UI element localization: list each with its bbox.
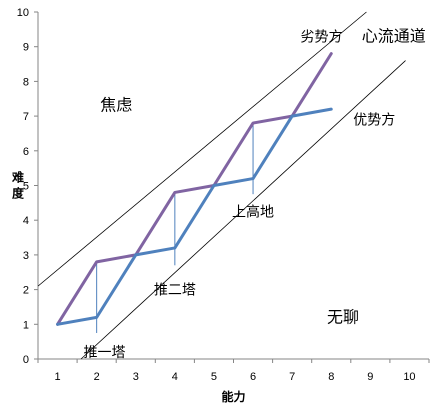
flow-channel-boundaries <box>37 11 406 360</box>
annotation-label: 推一塔 <box>83 344 125 360</box>
x-tick-label: 1 <box>54 371 60 383</box>
x-tick-label: 2 <box>94 371 100 383</box>
y-tick-label: 2 <box>23 285 29 297</box>
y-axis-title-char: 难 <box>11 170 24 185</box>
x-tick-label: 4 <box>172 371 178 383</box>
annotation-label: 无聊 <box>327 308 359 326</box>
y-axis-title: 难度 <box>11 170 25 201</box>
y-tick-label: 1 <box>23 319 29 331</box>
series-line-2 <box>56 107 333 326</box>
x-tick-label: 8 <box>328 371 334 383</box>
series-group <box>56 52 333 326</box>
y-tick-label: 6 <box>23 146 29 158</box>
y-axis-title-char: 度 <box>12 186 25 201</box>
y-tick-label: 8 <box>23 76 29 88</box>
x-tick-label: 3 <box>133 371 139 383</box>
connector-lines <box>96 123 254 333</box>
lower-boundary-line <box>80 60 406 360</box>
y-tick-label: 9 <box>23 42 29 54</box>
annotation-label: 上高地 <box>232 204 274 220</box>
y-tick-label: 5 <box>23 181 29 193</box>
y-axis-ticks: 0 1 2 3 4 5 6 7 8 9 10 <box>17 7 38 366</box>
x-tick-label: 5 <box>211 371 217 383</box>
y-tick-label: 7 <box>23 111 29 123</box>
annotation-label: 优势方 <box>353 112 395 128</box>
series-line-1 <box>56 52 333 326</box>
annotation-label: 焦虑 <box>100 97 132 115</box>
x-tick-label: 6 <box>250 371 256 383</box>
y-tick-label: 3 <box>23 250 29 262</box>
x-tick-label: 10 <box>403 371 415 383</box>
x-axis-title: 能力 <box>221 389 245 404</box>
y-tick-label: 0 <box>23 354 29 366</box>
annotation-label: 心流通道 <box>362 27 426 45</box>
y-tick-label: 10 <box>17 7 29 19</box>
annotation-label: 推二塔 <box>154 282 196 298</box>
y-tick-label: 4 <box>23 215 29 227</box>
upper-boundary-line <box>37 11 367 287</box>
x-tick-label: 7 <box>289 371 295 383</box>
annotation-label: 劣势方 <box>300 28 342 44</box>
x-axis-ticks: 1 2 3 4 5 6 7 8 9 10 <box>37 359 430 383</box>
x-tick-label: 9 <box>367 371 373 383</box>
